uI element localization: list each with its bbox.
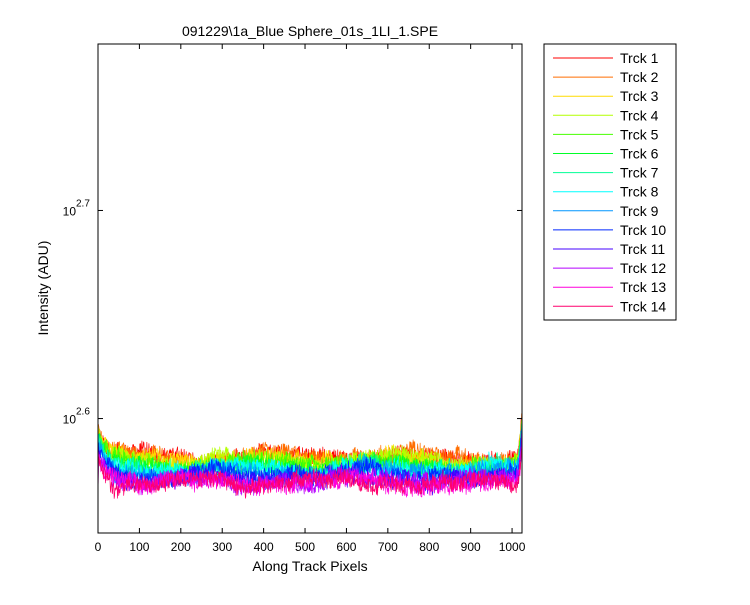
legend-label: Trck 10 (620, 222, 666, 238)
x-tick-label: 400 (254, 540, 274, 554)
legend-label: Trck 11 (620, 241, 665, 257)
x-tick-label: 900 (461, 540, 481, 554)
x-tick-label: 100 (129, 540, 149, 554)
legend-label: Trck 9 (620, 203, 659, 219)
legend-label: Trck 5 (620, 126, 659, 142)
y-tick-label-exponent: 2.6 (76, 407, 90, 418)
y-tick-label-exponent: 2.7 (76, 198, 90, 209)
legend-box (543, 43, 677, 321)
legend-label: Trck 2 (620, 69, 659, 85)
x-tick-label: 500 (295, 540, 315, 554)
x-tick-label: 200 (171, 540, 191, 554)
y-axis-label: Intensity (ADU) (35, 241, 51, 336)
x-tick-label: 600 (336, 540, 356, 554)
legend: Trck 1 Trck 2 Trck 3 Trck 4 Trck 5 Trck 6 Trck… (543, 43, 677, 321)
y-tick-label-base: 10 (63, 413, 77, 427)
legend-label: Trck 6 (620, 146, 659, 162)
legend-label: Trck 4 (620, 107, 659, 123)
y-tick-label-base: 10 (63, 204, 77, 218)
x-tick-label: 700 (378, 540, 398, 554)
legend-label: Trck 14 (620, 298, 666, 314)
series-line (97, 448, 522, 503)
x-tick-label: 300 (212, 540, 232, 554)
x-tick-label: 1000 (499, 540, 526, 554)
axes-box (97, 43, 523, 534)
legend-label: Trck 12 (620, 260, 666, 276)
series-layer (97, 413, 522, 504)
legend-label: Trck 7 (620, 165, 659, 181)
x-axis-label: Along Track Pixels (252, 558, 367, 574)
legend-label: Trck 8 (620, 184, 659, 200)
chart-title: 091229\1a_Blue Sphere_01s_1LI_1.SPE (182, 23, 438, 39)
legend-label: Trck 13 (620, 279, 666, 295)
legend-label: Trck 3 (620, 88, 659, 104)
x-ticks: 0 100 200 300 400 500 600 700 800 900 1000 (95, 44, 526, 554)
x-tick-label: 0 (95, 540, 102, 554)
legend-label: Trck 1 (620, 50, 659, 66)
x-tick-label: 800 (419, 540, 439, 554)
